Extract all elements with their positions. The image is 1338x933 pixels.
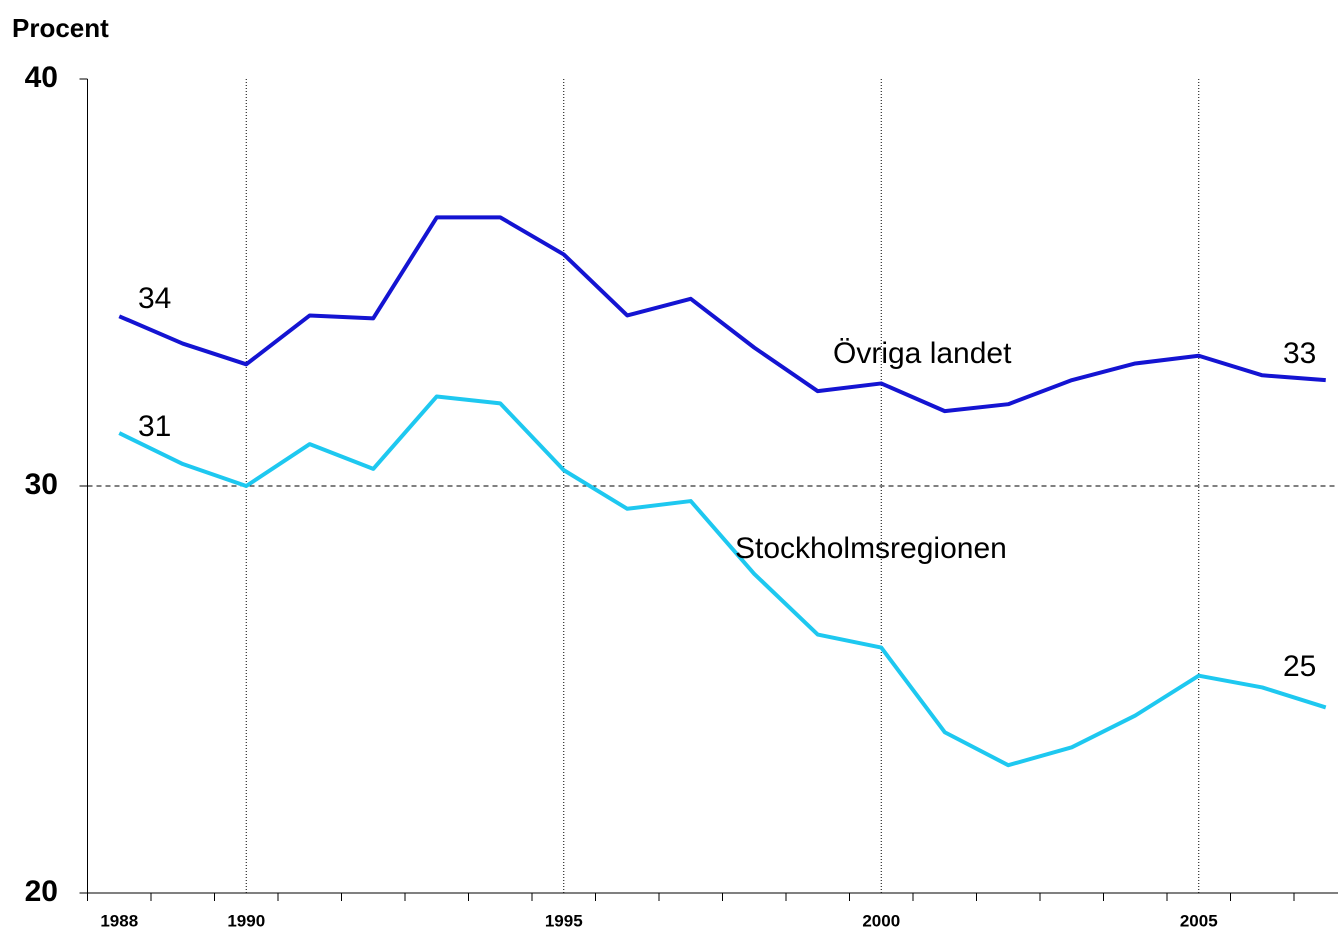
series-label: Stockholmsregionen <box>735 532 1007 565</box>
annotation: 34 <box>138 282 171 315</box>
y-axis-label: Procent <box>12 13 109 43</box>
x-tick-label: 2005 <box>1180 911 1218 930</box>
x-tick-label: 1995 <box>545 911 583 930</box>
y-tick-label: 30 <box>25 468 58 501</box>
series-label: Övriga landet <box>833 337 1012 370</box>
y-tick-label: 20 <box>25 875 58 908</box>
series-line <box>118 394 1327 768</box>
x-tick-label: 2000 <box>862 911 900 930</box>
annotation: 31 <box>138 410 171 443</box>
y-tick-label: 40 <box>25 61 58 94</box>
series-line <box>118 215 1326 414</box>
annotation: 33 <box>1283 337 1316 370</box>
x-tick-label: 1988 <box>100 911 138 930</box>
annotation: 25 <box>1283 650 1316 683</box>
x-tick-label: 1990 <box>227 911 265 930</box>
